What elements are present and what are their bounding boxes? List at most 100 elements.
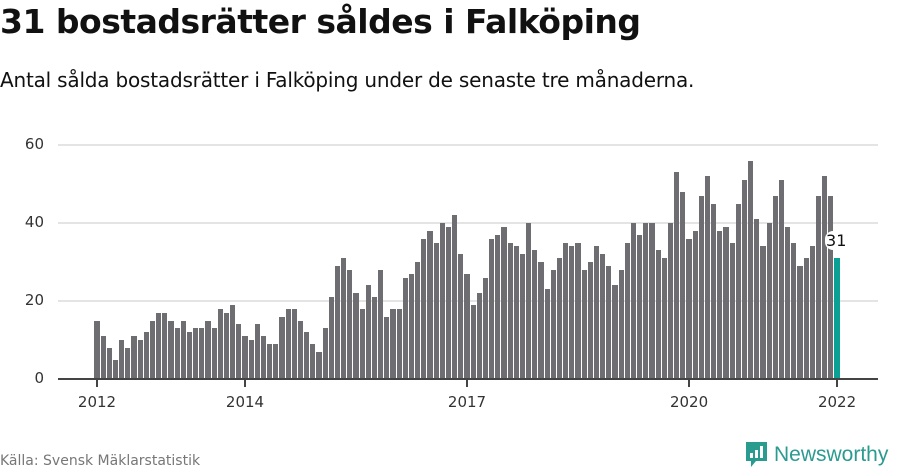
bar bbox=[600, 254, 606, 379]
bar bbox=[304, 332, 310, 379]
bar bbox=[495, 234, 501, 379]
bar bbox=[785, 226, 791, 379]
bar bbox=[569, 246, 575, 379]
bar bbox=[612, 285, 618, 379]
bar bbox=[273, 343, 279, 379]
bar bbox=[526, 223, 532, 379]
bar bbox=[112, 359, 119, 379]
x-tick-label: 2017 bbox=[447, 393, 487, 411]
bar bbox=[137, 340, 143, 379]
x-tick bbox=[244, 379, 246, 387]
bar bbox=[415, 262, 421, 379]
bar bbox=[242, 336, 248, 379]
bar bbox=[680, 191, 686, 379]
bar bbox=[384, 316, 390, 379]
bar bbox=[803, 258, 809, 379]
bar bbox=[100, 336, 106, 379]
bar bbox=[310, 343, 316, 379]
bar bbox=[433, 242, 439, 379]
bar bbox=[328, 297, 334, 379]
bar bbox=[686, 238, 692, 379]
bar bbox=[717, 230, 723, 379]
bar bbox=[248, 340, 254, 379]
bar bbox=[396, 308, 402, 379]
bar bbox=[378, 269, 384, 379]
bar bbox=[186, 332, 193, 379]
bar bbox=[729, 242, 735, 379]
bar bbox=[624, 242, 630, 379]
bar bbox=[193, 328, 199, 379]
bar bbox=[741, 180, 748, 379]
bar bbox=[698, 195, 704, 379]
bar bbox=[199, 328, 205, 379]
x-tick bbox=[96, 379, 98, 387]
bar bbox=[643, 223, 649, 379]
bar bbox=[550, 269, 556, 379]
bar bbox=[402, 277, 408, 379]
bar bbox=[519, 254, 526, 379]
bar bbox=[119, 340, 125, 379]
chart-title: 31 bostadsrätter såldes i Falköping bbox=[0, 2, 641, 41]
bar bbox=[458, 254, 464, 379]
bar bbox=[297, 320, 304, 379]
bar bbox=[125, 347, 131, 379]
x-tick bbox=[836, 379, 839, 387]
x-tick bbox=[466, 379, 469, 387]
bar bbox=[772, 195, 778, 379]
x-tick bbox=[688, 379, 691, 387]
bar bbox=[291, 308, 297, 379]
bar bbox=[735, 203, 741, 379]
bar bbox=[94, 320, 100, 379]
bar bbox=[513, 246, 519, 379]
bar bbox=[149, 320, 156, 379]
bar bbox=[156, 312, 162, 379]
y-tick-label: 60 bbox=[24, 135, 44, 153]
bar bbox=[230, 304, 236, 379]
bar bbox=[267, 343, 273, 379]
bar bbox=[316, 351, 322, 379]
chart-subtitle: Antal sålda bostadsrätter i Falköping un… bbox=[0, 68, 695, 92]
bar bbox=[143, 332, 149, 379]
bar bbox=[563, 242, 569, 379]
bar bbox=[217, 308, 223, 379]
bar bbox=[501, 226, 507, 379]
bar bbox=[260, 336, 267, 379]
bar bbox=[359, 308, 365, 379]
bar bbox=[408, 273, 415, 379]
bar bbox=[445, 226, 452, 379]
x-tick-label: 2014 bbox=[225, 393, 265, 411]
bar bbox=[365, 285, 371, 379]
bar bbox=[606, 265, 612, 379]
y-tick-label: 40 bbox=[24, 213, 44, 231]
bar bbox=[797, 265, 803, 379]
bar bbox=[575, 242, 581, 379]
bar bbox=[341, 258, 347, 379]
bar bbox=[544, 289, 550, 379]
bar bbox=[353, 293, 359, 379]
bar bbox=[223, 312, 230, 379]
bar bbox=[791, 242, 797, 379]
y-tick-label: 20 bbox=[24, 291, 44, 309]
bar bbox=[106, 347, 112, 379]
bar bbox=[822, 176, 828, 379]
bar bbox=[205, 320, 211, 379]
bar bbox=[649, 223, 655, 379]
bar bbox=[180, 320, 186, 379]
bar bbox=[439, 223, 445, 379]
bar bbox=[279, 316, 285, 379]
bar bbox=[809, 246, 815, 379]
bar bbox=[766, 223, 772, 379]
bar bbox=[748, 160, 754, 379]
bar bbox=[347, 269, 353, 379]
bar bbox=[723, 226, 729, 379]
bar bbox=[322, 328, 328, 379]
bar bbox=[131, 336, 137, 379]
bar bbox=[390, 308, 396, 379]
bar bbox=[427, 230, 433, 379]
bar bbox=[489, 238, 495, 379]
brand-name: Newsworthy bbox=[774, 443, 889, 466]
bar bbox=[556, 258, 563, 379]
bar bbox=[174, 328, 180, 379]
bar bbox=[630, 223, 637, 379]
